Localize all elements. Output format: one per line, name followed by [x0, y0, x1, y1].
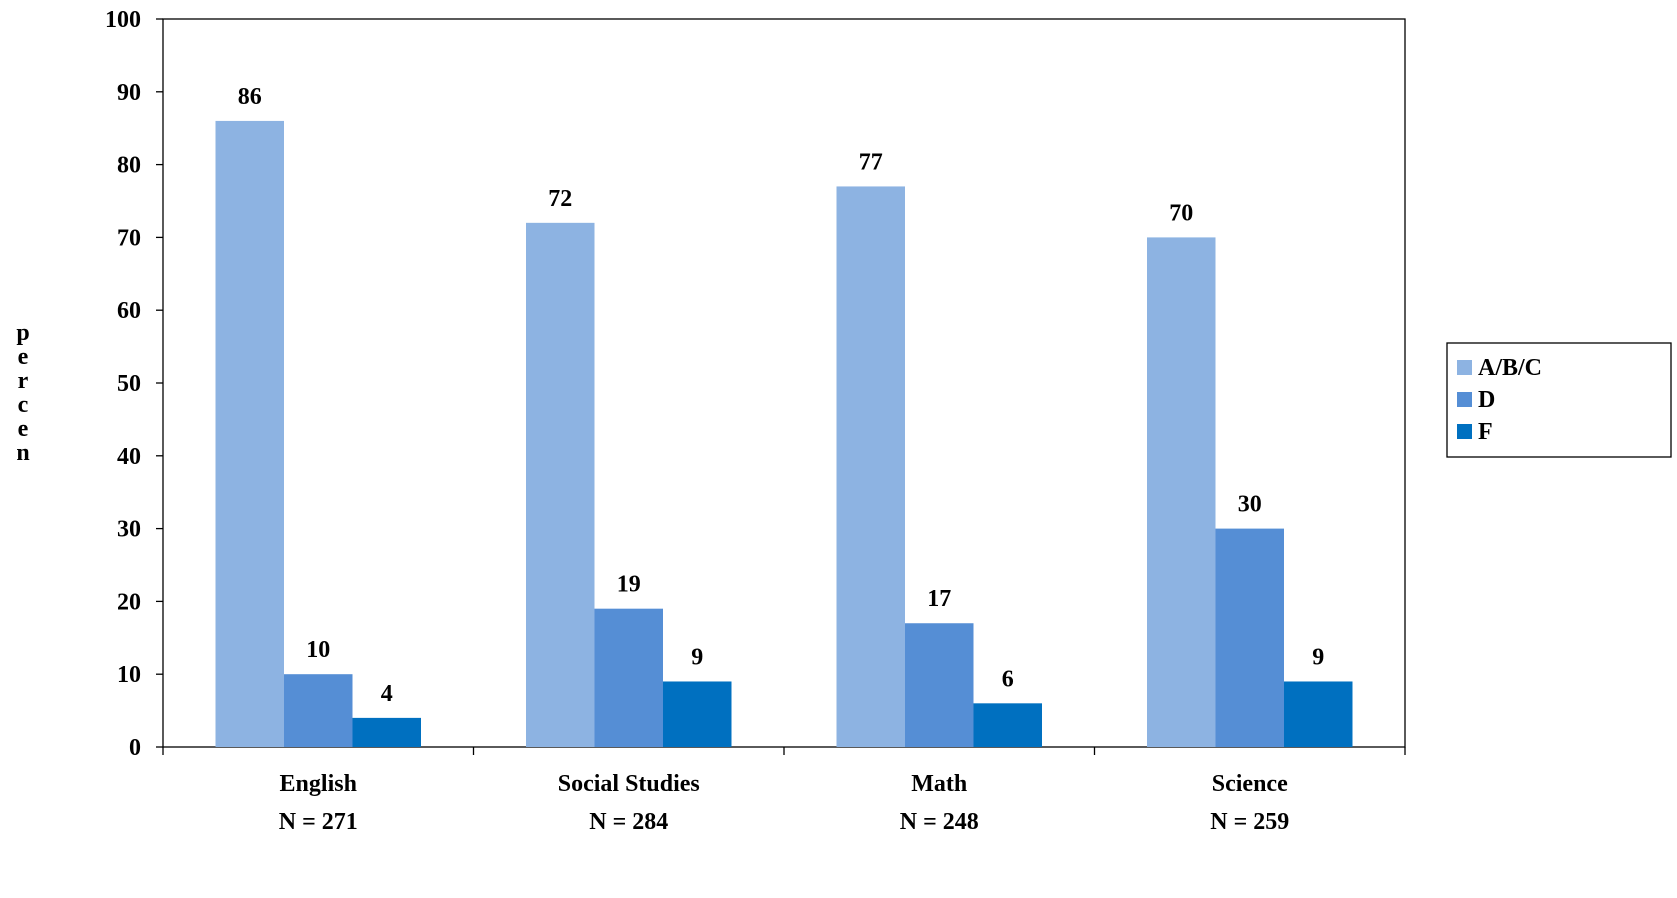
legend-swatch — [1457, 392, 1472, 407]
data-label: 72 — [548, 186, 572, 212]
data-label: 10 — [306, 637, 330, 663]
data-label: 77 — [859, 149, 883, 175]
y-tick-label: 40 — [117, 444, 141, 470]
bar — [594, 608, 663, 747]
data-labels: 86 72 77 70 10 19 17 30 4 9 6 9 — [238, 84, 1325, 707]
x-category-n-label: N = 248 — [900, 809, 979, 835]
x-category-label: English — [280, 771, 357, 797]
y-axis-label-letter: e — [18, 344, 29, 370]
bar — [526, 222, 595, 748]
bar — [663, 681, 732, 747]
x-category-n-label: N = 284 — [589, 809, 668, 835]
y-tick-label: 20 — [117, 589, 141, 615]
x-category-n-label: N = 259 — [1210, 809, 1289, 835]
legend-swatch — [1457, 360, 1472, 375]
data-label: 86 — [238, 84, 262, 110]
y-tick-label: 0 — [129, 735, 141, 761]
data-label: 6 — [1002, 666, 1014, 692]
y-tick-label: 30 — [117, 517, 141, 543]
y-axis-label-letter: p — [16, 320, 29, 346]
y-axis-label-letter: r — [18, 368, 29, 394]
y-tick-label: 90 — [117, 80, 141, 106]
y-tick-label: 60 — [117, 298, 141, 324]
y-tick-label: 10 — [117, 662, 141, 688]
y-tick-label: 80 — [117, 153, 141, 179]
x-category-label: Social Studies — [558, 771, 700, 797]
bar — [215, 120, 284, 748]
y-tick-label: 70 — [117, 225, 141, 251]
bar — [836, 186, 905, 747]
data-label: 70 — [1169, 200, 1193, 226]
bar — [284, 674, 353, 747]
legend-box — [1446, 342, 1672, 458]
legend-label: D — [1478, 387, 1495, 413]
bar — [1215, 528, 1284, 747]
y-tick-label: 100 — [105, 7, 141, 33]
y-tick-label: 50 — [117, 371, 141, 397]
data-label: 17 — [927, 586, 951, 612]
y-axis-label-letter: c — [18, 392, 29, 418]
y-axis-label-letter: e — [18, 416, 29, 442]
x-category-label: Science — [1212, 771, 1288, 797]
data-label: 9 — [691, 644, 703, 670]
x-category-label: Math — [911, 771, 967, 797]
data-label: 9 — [1312, 644, 1324, 670]
data-label: 19 — [617, 572, 641, 598]
legend-label: A/B/C — [1478, 355, 1542, 381]
bar — [905, 623, 974, 747]
bar — [352, 717, 421, 747]
bar — [1147, 237, 1216, 747]
bar — [1284, 681, 1353, 747]
legend-label: F — [1478, 419, 1493, 445]
legend-swatch — [1457, 424, 1472, 439]
bar — [973, 703, 1042, 747]
axes: 0 10 20 30 40 50 60 70 80 90 100 English N = 271 Soci… — [105, 7, 1406, 835]
data-label: 4 — [381, 681, 393, 707]
data-label: 30 — [1238, 492, 1262, 518]
y-axis-label-letter: n — [16, 440, 29, 466]
legend: A/B/C DF — [1446, 342, 1672, 458]
bars — [215, 120, 1353, 748]
x-category-n-label: N = 271 — [279, 809, 358, 835]
